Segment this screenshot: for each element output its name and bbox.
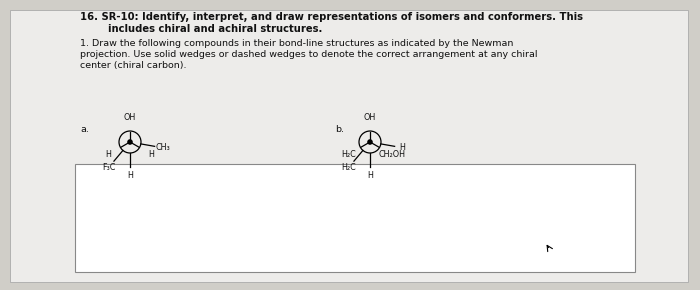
Text: 16. SR-10: Identify, interpret, and draw representations of isomers and conforme: 16. SR-10: Identify, interpret, and draw… — [80, 12, 583, 22]
Text: H₂C: H₂C — [342, 163, 356, 172]
FancyBboxPatch shape — [10, 10, 688, 282]
Text: H: H — [400, 143, 405, 152]
FancyBboxPatch shape — [75, 164, 635, 272]
Text: H: H — [148, 150, 155, 159]
Text: center (chiral carbon).: center (chiral carbon). — [80, 61, 186, 70]
Text: b.: b. — [335, 125, 344, 134]
Text: H: H — [367, 171, 373, 180]
Text: projection. Use solid wedges or dashed wedges to denote the correct arrangement : projection. Use solid wedges or dashed w… — [80, 50, 538, 59]
Text: a.: a. — [80, 125, 89, 134]
Text: CH₃: CH₃ — [155, 143, 170, 152]
Text: H: H — [127, 171, 133, 180]
Circle shape — [127, 139, 133, 145]
Text: OH: OH — [364, 113, 376, 122]
Text: H₂C: H₂C — [341, 150, 356, 159]
Text: 1. Draw the following compounds in their bond-line structures as indicated by th: 1. Draw the following compounds in their… — [80, 39, 513, 48]
Circle shape — [368, 139, 373, 145]
Text: OH: OH — [124, 113, 136, 122]
Text: includes chiral and achiral structures.: includes chiral and achiral structures. — [80, 24, 323, 34]
Text: F₃C: F₃C — [102, 163, 116, 172]
Text: CH₂OH: CH₂OH — [378, 150, 405, 159]
Text: H: H — [106, 150, 111, 159]
